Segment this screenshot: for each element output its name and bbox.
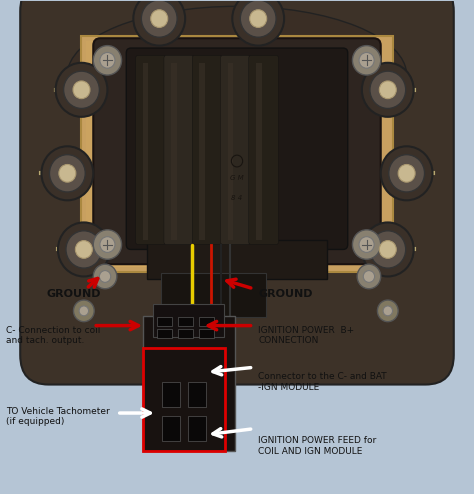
Circle shape xyxy=(64,71,100,109)
Circle shape xyxy=(398,165,415,182)
FancyBboxPatch shape xyxy=(126,48,348,249)
FancyBboxPatch shape xyxy=(153,304,224,337)
FancyBboxPatch shape xyxy=(86,41,147,267)
FancyBboxPatch shape xyxy=(93,38,381,264)
FancyBboxPatch shape xyxy=(164,55,194,245)
Bar xyxy=(162,416,181,441)
FancyBboxPatch shape xyxy=(143,316,235,451)
Bar xyxy=(199,317,214,326)
FancyBboxPatch shape xyxy=(199,63,205,240)
FancyBboxPatch shape xyxy=(100,41,162,267)
FancyBboxPatch shape xyxy=(161,273,266,317)
Text: IGNITION POWER FEED for
COIL AND IGN MODULE: IGNITION POWER FEED for COIL AND IGN MOD… xyxy=(258,436,376,455)
FancyBboxPatch shape xyxy=(96,41,157,267)
Circle shape xyxy=(73,81,90,99)
FancyBboxPatch shape xyxy=(105,41,166,267)
Bar xyxy=(178,329,193,338)
FancyBboxPatch shape xyxy=(249,55,278,245)
Circle shape xyxy=(100,52,115,68)
Text: G M: G M xyxy=(230,175,244,181)
Text: IGNITION POWER  B+
CONNECTION: IGNITION POWER B+ CONNECTION xyxy=(258,326,355,345)
Circle shape xyxy=(389,155,425,192)
Bar xyxy=(162,382,181,407)
Circle shape xyxy=(93,230,121,259)
Circle shape xyxy=(353,230,381,259)
Circle shape xyxy=(353,45,381,75)
Circle shape xyxy=(383,306,392,316)
Circle shape xyxy=(250,10,267,28)
Circle shape xyxy=(151,10,168,28)
Text: C- Connection to coil
and tach. output.: C- Connection to coil and tach. output. xyxy=(6,326,100,345)
Circle shape xyxy=(357,264,381,289)
FancyBboxPatch shape xyxy=(20,0,454,384)
Circle shape xyxy=(379,81,396,99)
Circle shape xyxy=(75,241,92,258)
Bar xyxy=(157,317,172,326)
Ellipse shape xyxy=(67,6,407,144)
FancyBboxPatch shape xyxy=(256,63,262,240)
Circle shape xyxy=(49,155,85,192)
Circle shape xyxy=(232,0,284,45)
Text: GROUND: GROUND xyxy=(258,289,313,299)
Circle shape xyxy=(55,63,108,117)
FancyBboxPatch shape xyxy=(143,63,148,240)
Circle shape xyxy=(240,0,276,37)
Bar xyxy=(157,329,172,338)
Circle shape xyxy=(379,241,396,258)
FancyBboxPatch shape xyxy=(82,36,392,272)
Circle shape xyxy=(370,71,406,109)
Bar xyxy=(178,317,193,326)
Circle shape xyxy=(79,306,89,316)
Circle shape xyxy=(93,45,121,75)
Text: GROUND: GROUND xyxy=(46,289,100,299)
Bar xyxy=(143,348,225,451)
Circle shape xyxy=(59,165,76,182)
Circle shape xyxy=(381,146,433,201)
Bar xyxy=(188,382,206,407)
Circle shape xyxy=(58,222,110,277)
FancyBboxPatch shape xyxy=(136,55,165,245)
FancyBboxPatch shape xyxy=(228,63,233,240)
FancyBboxPatch shape xyxy=(91,41,152,267)
Circle shape xyxy=(100,271,111,283)
Circle shape xyxy=(93,264,117,289)
Bar xyxy=(188,416,206,441)
Circle shape xyxy=(66,231,102,268)
Circle shape xyxy=(133,0,185,45)
Bar xyxy=(199,329,214,338)
Circle shape xyxy=(377,300,398,322)
FancyBboxPatch shape xyxy=(147,240,327,279)
FancyBboxPatch shape xyxy=(192,55,222,245)
Circle shape xyxy=(359,52,374,68)
Circle shape xyxy=(370,231,406,268)
Circle shape xyxy=(141,0,177,37)
Circle shape xyxy=(362,222,414,277)
Circle shape xyxy=(100,237,115,252)
Circle shape xyxy=(359,237,374,252)
FancyBboxPatch shape xyxy=(171,63,177,240)
Text: Connector to the C- and BAT
-IGN MODULE: Connector to the C- and BAT -IGN MODULE xyxy=(258,372,387,392)
Text: TO Vehicle Tachometer
(if equipped): TO Vehicle Tachometer (if equipped) xyxy=(6,407,110,426)
Circle shape xyxy=(363,271,374,283)
Circle shape xyxy=(41,146,93,201)
Circle shape xyxy=(362,63,414,117)
Text: 8 4: 8 4 xyxy=(231,195,243,201)
FancyBboxPatch shape xyxy=(220,55,250,245)
Circle shape xyxy=(73,300,94,322)
